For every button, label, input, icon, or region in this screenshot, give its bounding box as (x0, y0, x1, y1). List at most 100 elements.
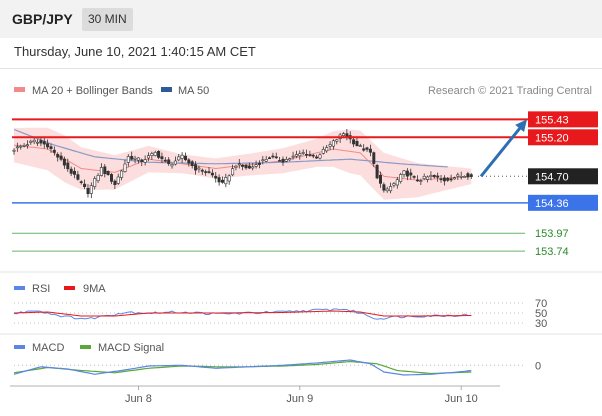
candle-body (73, 170, 77, 175)
candle-body (402, 170, 406, 175)
ma20-legend-swatch (14, 87, 25, 92)
candle-body (385, 188, 389, 192)
support-label: 154.36 (535, 198, 569, 210)
current-price-label-bg (528, 168, 598, 185)
candle-body (368, 148, 372, 153)
rsi-level-label: 70 (535, 298, 547, 310)
candle-body (170, 164, 174, 167)
candle-body (42, 141, 46, 145)
candle-body (231, 168, 235, 176)
candle-body (93, 178, 97, 187)
candle-body (56, 154, 60, 158)
rsi-level-label: 30 (535, 318, 547, 330)
candle-body (405, 170, 409, 177)
resistance-label-bg (528, 129, 598, 146)
candle-body (160, 156, 164, 160)
candle-body (221, 179, 225, 183)
resistance-label: 155.20 (535, 132, 569, 144)
candle-body (59, 155, 63, 160)
candle-body (15, 146, 19, 149)
candle-body (466, 173, 470, 178)
x-tick-label: Jun 8 (125, 393, 152, 405)
candle-body (459, 176, 463, 178)
candle-body (86, 188, 90, 195)
candle-body (321, 149, 325, 154)
candle-body (217, 177, 221, 183)
candle-body (150, 153, 154, 156)
candle-body (157, 151, 161, 158)
candle-body (382, 184, 386, 191)
x-tick-label: Jun 9 (286, 393, 313, 405)
ma20-legend-label: MA 20 + Bollinger Bands (32, 85, 153, 97)
candle-body (449, 178, 453, 181)
symbol-title: GBP/JPY (12, 11, 73, 27)
candle-body (331, 140, 335, 147)
macd-signal-legend-swatch (80, 345, 91, 349)
candle-body (187, 159, 191, 164)
candle-body (130, 156, 134, 160)
candle-body (35, 141, 39, 144)
candle-body (442, 177, 446, 182)
candle-body (224, 177, 228, 185)
candle-body (126, 156, 130, 163)
candle-body (257, 162, 261, 165)
candle-body (113, 180, 117, 186)
candle-body (358, 145, 362, 147)
candle-body (469, 174, 473, 177)
macd-signal-legend-label: MACD Signal (98, 342, 164, 354)
candle-body (415, 179, 419, 182)
candle-body (429, 175, 433, 177)
candle-body (244, 164, 248, 169)
candle-body (153, 152, 157, 156)
candle-body (267, 157, 271, 159)
current-price-label: 154.70 (535, 171, 569, 183)
candle-body (264, 159, 268, 162)
candle-body (39, 140, 43, 144)
candle-body (452, 177, 456, 180)
credit-label: Research © 2021 Trading Central (428, 85, 592, 97)
rsi-ma-line (13, 310, 472, 317)
candle-body (69, 168, 73, 174)
candle-body (298, 153, 302, 157)
header-divider (0, 68, 602, 69)
candle-body (237, 163, 241, 165)
candle-body (32, 139, 36, 143)
candle-body (426, 176, 430, 180)
projection-arrow-shaft (479, 126, 522, 178)
candle-body (96, 175, 100, 181)
candle-body (294, 154, 298, 157)
candle-body (190, 161, 194, 166)
macd-legend-swatch (14, 345, 25, 349)
timeframe-badge[interactable]: 30 MIN (82, 8, 133, 31)
rsi-level-label: 50 (535, 308, 547, 320)
chart-header: GBP/JPY 30 MIN (0, 0, 602, 38)
candle-body (177, 156, 181, 161)
target-label: 153.74 (535, 246, 569, 258)
candle-body (197, 167, 201, 170)
candle-body (274, 156, 278, 159)
rsi-legend-swatch (14, 286, 25, 290)
candle-body (325, 147, 329, 152)
candle-body (12, 149, 16, 152)
candle-body (281, 158, 285, 163)
candle-body (378, 174, 382, 184)
candle-body (392, 183, 396, 186)
candle-body (278, 160, 282, 162)
candle-body (136, 157, 140, 161)
price-panel: 155.43 155.20 154.36 153.97 153.74 154.70 (12, 111, 598, 258)
candle-body (46, 143, 50, 148)
candle-body (167, 159, 171, 165)
candle-body (315, 156, 319, 159)
candle-body (311, 154, 315, 157)
candle-body (66, 162, 70, 170)
macd-legend-label: MACD (32, 342, 64, 354)
macd-panel: 0 (13, 359, 541, 376)
x-axis: Jun 8 Jun 9 Jun 10 (10, 385, 500, 405)
candle-body (163, 159, 167, 162)
macd-line (13, 359, 472, 376)
candle-body (140, 159, 144, 162)
candle-body (194, 164, 198, 171)
candle-body (463, 176, 467, 178)
